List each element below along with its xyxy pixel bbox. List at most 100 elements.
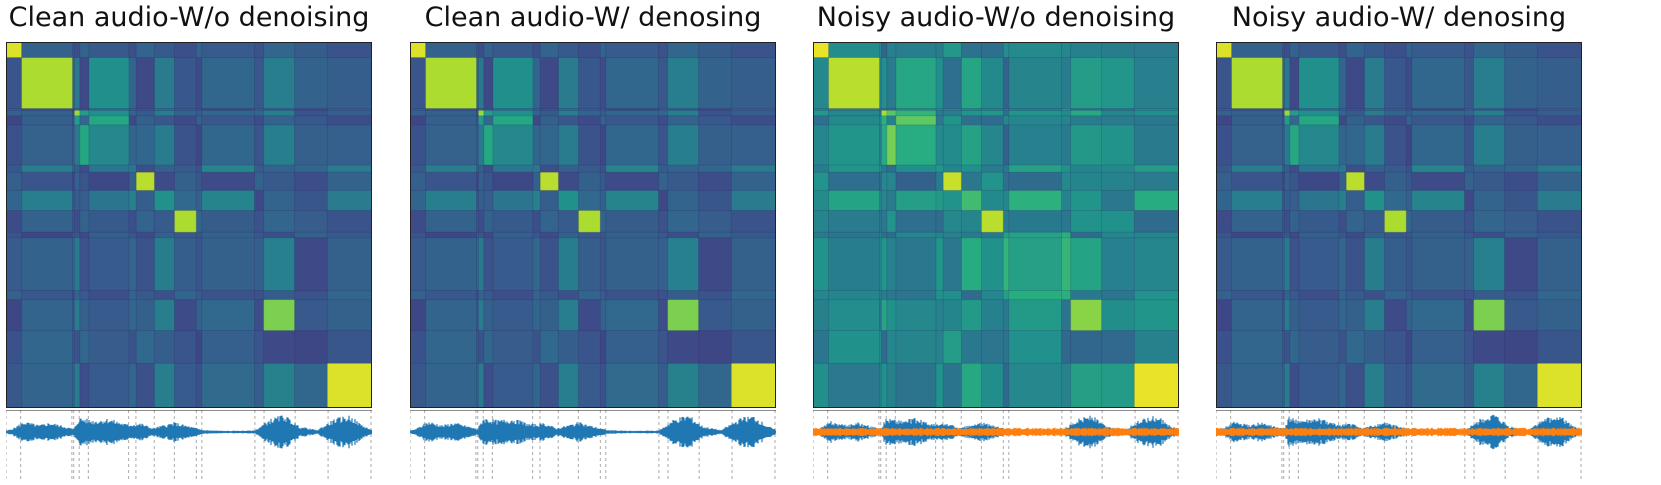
heatmap-cell: [981, 57, 1004, 110]
heatmap-cell: [1134, 290, 1178, 301]
heatmap-cell: [74, 237, 81, 292]
heatmap-cell: [881, 164, 888, 173]
heatmap-cell: [201, 43, 256, 59]
heatmap-cell: [476, 115, 479, 126]
heatmap-cell: [731, 164, 775, 173]
heatmap-cell: [1338, 172, 1347, 192]
heatmap-cell: [698, 299, 732, 332]
heatmap-cell: [154, 57, 176, 110]
heatmap-cell: [600, 110, 607, 117]
heatmap-cell: [1338, 115, 1347, 126]
heatmap-cell: [21, 110, 74, 117]
heatmap-cell: [1384, 108, 1407, 111]
heatmap-cell: [1411, 108, 1466, 111]
heatmap-cell: [327, 299, 371, 332]
heatmap-cell: [881, 190, 888, 212]
heatmap-cell: [411, 290, 427, 301]
heatmap-cell: [698, 237, 732, 292]
heatmap-cell: [731, 232, 775, 239]
heatmap-cell: [1504, 330, 1538, 364]
heatmap-cell: [196, 108, 203, 111]
heatmap-cell: [1284, 172, 1291, 192]
heatmap-cell: [483, 237, 494, 292]
heatmap-cell: [294, 190, 328, 212]
heatmap-cell: [327, 290, 371, 301]
heatmap-cell: [881, 108, 888, 111]
heatmap-cell: [1003, 232, 1010, 239]
heatmap-cell: [605, 299, 660, 332]
similarity-heatmap: [6, 42, 372, 408]
heatmap-cell: [1289, 190, 1300, 212]
heatmap-cell: [605, 190, 660, 212]
heatmap-cell: [411, 190, 427, 212]
heatmap-cell: [483, 210, 494, 233]
heatmap-cell: [74, 57, 81, 110]
heatmap-cell: [886, 115, 897, 126]
heatmap-cell: [1537, 57, 1581, 110]
heatmap-cell: [943, 115, 963, 126]
heatmap-cell: [943, 237, 963, 292]
heatmap-cell: [1101, 43, 1135, 59]
panel-noisy-with-denoising: Noisy audio-W/ denosing: [1215, 0, 1583, 481]
heatmap-cell: [74, 330, 81, 364]
heatmap-cell: [1406, 190, 1413, 212]
heatmap-cell: [136, 57, 156, 110]
heatmap-cell: [1298, 363, 1340, 407]
heatmap-cell: [74, 363, 81, 407]
heatmap-cell: [174, 330, 197, 364]
heatmap-cell: [1504, 124, 1538, 166]
heatmap-cell: [578, 57, 601, 110]
heatmap-cell: [174, 210, 197, 233]
heatmap-cell: [731, 124, 775, 166]
heatmap-cell: [1003, 115, 1010, 126]
heatmap-cell: [476, 290, 479, 301]
heatmap-cell: [79, 232, 90, 239]
heatmap-cell: [476, 210, 479, 233]
heatmap-cell: [1537, 299, 1581, 332]
heatmap-cell: [128, 57, 137, 110]
heatmap-cell: [895, 115, 937, 126]
heatmap-cell: [667, 115, 700, 126]
heatmap-cell: [263, 124, 296, 166]
heatmap-cell: [136, 232, 156, 239]
heatmap-cell: [605, 290, 660, 301]
heatmap-cell: [828, 108, 881, 111]
heatmap-cell: [532, 190, 541, 212]
heatmap-cell: [425, 124, 478, 166]
heatmap-cell: [605, 115, 660, 126]
heatmap-cell: [1346, 210, 1366, 233]
heatmap-cell: [1384, 232, 1407, 239]
heatmap-cell: [1008, 115, 1063, 126]
heatmap-cell: [254, 124, 265, 166]
heatmap-cell: [1284, 43, 1291, 59]
heatmap-cell: [7, 164, 23, 173]
heatmap-cell: [263, 237, 296, 292]
heatmap-cell: [254, 363, 265, 407]
heatmap-cell: [254, 43, 265, 59]
heatmap-cell: [895, 164, 937, 173]
heatmap-cell: [1537, 164, 1581, 173]
heatmap-cell: [667, 110, 700, 117]
heatmap-cell: [981, 190, 1004, 212]
heatmap-cell: [1101, 57, 1135, 110]
heatmap-cell: [74, 110, 81, 117]
heatmap-cell: [1284, 124, 1291, 166]
heatmap-cell: [201, 108, 256, 111]
heatmap-cell: [1473, 299, 1506, 332]
heatmap-cell: [1231, 57, 1284, 110]
heatmap-cell: [828, 363, 881, 407]
heatmap-cell: [1406, 290, 1413, 301]
heatmap-cell: [698, 190, 732, 212]
heatmap-cell: [1346, 190, 1366, 212]
heatmap-cell: [1217, 108, 1233, 111]
heatmap-cell: [881, 290, 888, 301]
heatmap-cell: [698, 57, 732, 110]
heatmap-cell: [578, 110, 601, 117]
heatmap-cell: [196, 43, 203, 59]
heatmap-cell: [74, 108, 81, 111]
heatmap-cell: [1061, 172, 1072, 192]
heatmap-cell: [532, 43, 541, 59]
heatmap-cell: [196, 290, 203, 301]
heatmap-cell: [72, 172, 75, 192]
heatmap-cell: [1338, 108, 1347, 111]
